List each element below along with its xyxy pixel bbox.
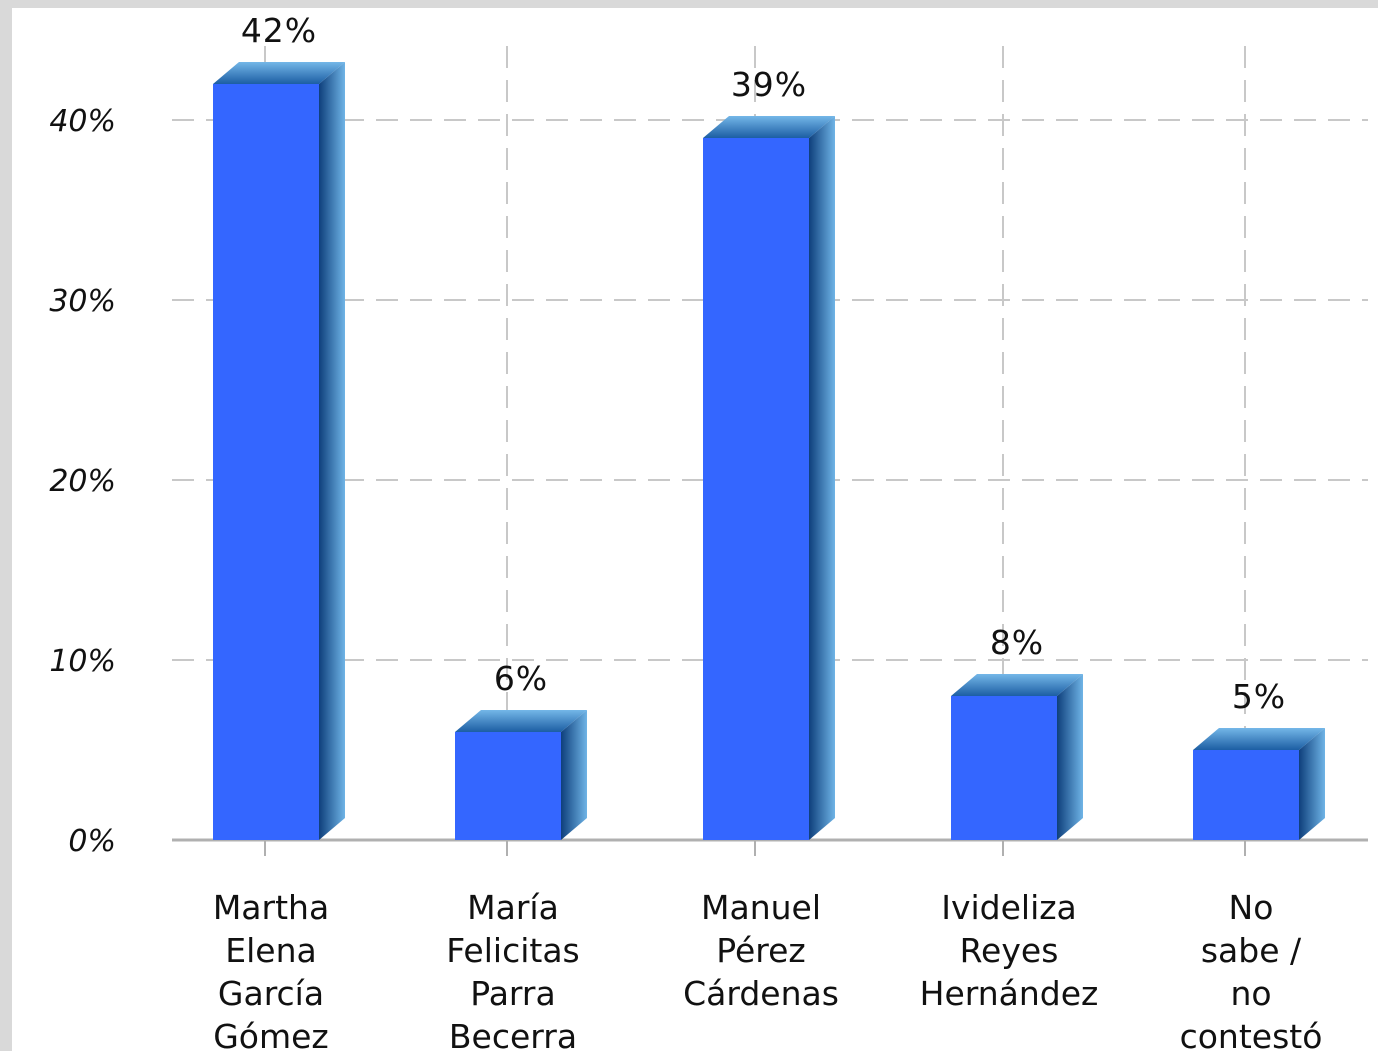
- data-label: 5%: [1232, 677, 1286, 716]
- data-label: 6%: [494, 659, 548, 698]
- x-tick-label-line: María: [467, 888, 559, 927]
- data-label: 42%: [241, 11, 317, 50]
- bar-front: [213, 84, 319, 840]
- x-tick-label-line: Pérez: [716, 931, 806, 970]
- bar-top: [1193, 728, 1325, 750]
- x-tick-label-line: Cárdenas: [683, 974, 839, 1013]
- bar-top: [213, 62, 345, 84]
- axes: [172, 838, 1368, 856]
- y-tick-label: 0%: [68, 824, 116, 859]
- bars: [213, 62, 1325, 840]
- x-tick-label-line: No: [1229, 888, 1274, 927]
- y-tick-label: 10%: [49, 644, 116, 679]
- x-tick-label-line: Becerra: [449, 1017, 577, 1051]
- bar-side: [561, 710, 587, 840]
- data-label: 8%: [990, 623, 1044, 662]
- bar-front: [455, 732, 561, 840]
- x-tick-label-line: contestó: [1180, 1017, 1323, 1051]
- x-tick-label-line: sabe /: [1201, 931, 1302, 970]
- y-tick-label: 30%: [49, 284, 116, 319]
- x-tick-label: No sabe / no contestó: [1180, 888, 1323, 1051]
- bar: [1193, 728, 1325, 840]
- x-tick-label-line: Ivideliza: [941, 888, 1077, 927]
- data-label: 39%: [731, 65, 807, 104]
- bar-side: [1299, 728, 1325, 840]
- x-tick-label-line: Felicitas: [446, 931, 579, 970]
- x-tick-label-line: Martha: [213, 888, 329, 927]
- bar: [213, 62, 345, 840]
- bar-top: [703, 116, 835, 138]
- bar: [703, 116, 835, 840]
- x-tick-label: Ivideliza Reyes Hernández: [920, 888, 1099, 1013]
- x-tick-label: María Felicitas Parra Becerra: [446, 888, 579, 1051]
- labels: 0% 10% 20% 30% 40% 42% Martha Elena García Gómez 6…: [49, 11, 1322, 1051]
- bar: [951, 674, 1083, 840]
- y-tick-label: 40%: [49, 104, 116, 139]
- x-tick-label-line: Gómez: [213, 1017, 329, 1051]
- x-tick-label-line: García: [218, 974, 324, 1013]
- x-tick-label-line: Manuel: [701, 888, 821, 927]
- bar-front: [1193, 750, 1299, 840]
- bar-top: [455, 710, 587, 732]
- x-tick-label-line: Reyes: [960, 931, 1059, 970]
- chart-canvas: 0% 10% 20% 30% 40% 42% Martha Elena García Gómez 6…: [12, 8, 1378, 1051]
- x-tick-label: Manuel Pérez Cárdenas: [683, 888, 839, 1013]
- bar-side: [809, 116, 835, 840]
- x-tick-label-line: no: [1230, 974, 1271, 1013]
- bar-front: [703, 138, 809, 840]
- bar-side: [1057, 674, 1083, 840]
- x-tick-label-line: Hernández: [920, 974, 1099, 1013]
- bar-side: [319, 62, 345, 840]
- bar-chart: 0% 10% 20% 30% 40% 42% Martha Elena García Gómez 6…: [49, 11, 1368, 1051]
- x-tick-label-line: Parra: [470, 974, 555, 1013]
- x-tick-label-line: Elena: [225, 931, 316, 970]
- bar-top: [951, 674, 1083, 696]
- x-tick-label: Martha Elena García Gómez: [213, 888, 329, 1051]
- y-tick-label: 20%: [49, 464, 116, 499]
- bar: [455, 710, 587, 840]
- bar-front: [951, 696, 1057, 840]
